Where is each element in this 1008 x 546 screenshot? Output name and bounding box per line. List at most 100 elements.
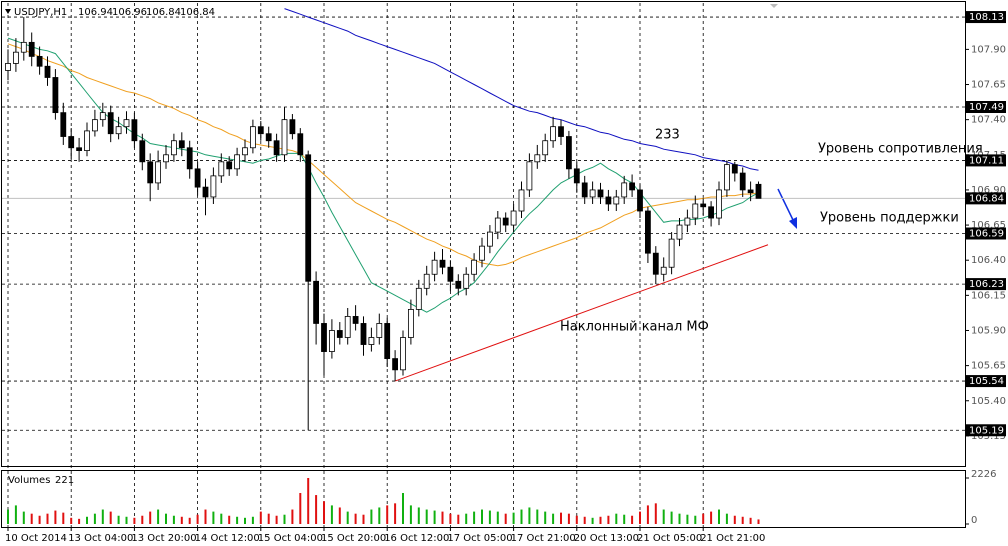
candle-body (423, 273, 430, 289)
level-label: 107.11 (969, 155, 1004, 166)
candle-body (186, 147, 193, 170)
candle-body (558, 126, 564, 137)
x-tick-label: 21 Oct 05:00 (637, 533, 702, 544)
candle-body (510, 210, 517, 226)
y-tick-label: 105.90 (971, 325, 1006, 336)
candle-body (542, 140, 549, 156)
level-label: 108.13 (969, 12, 1004, 23)
x-tick-label: 14 Oct 12:00 (195, 533, 260, 544)
volume-tick-label: 2226 (971, 469, 996, 480)
candle-body (747, 189, 754, 194)
header-close: 106.84 (180, 7, 215, 18)
candle-body (297, 133, 304, 156)
level-label: 106.23 (969, 279, 1004, 290)
candle-body (249, 126, 256, 149)
level-label-box (966, 192, 1006, 205)
candle-body (352, 316, 359, 324)
candle-body (328, 330, 335, 352)
arrow-shaft (777, 188, 795, 223)
candle-body (313, 280, 320, 324)
x-tick-label: 17 Oct 21:00 (511, 533, 576, 544)
candle-body (131, 119, 138, 142)
candle-body (226, 161, 233, 170)
y-tick-label: 107.65 (971, 80, 1006, 91)
candle-body (494, 217, 501, 233)
candle-body (281, 119, 288, 156)
candle-body (637, 189, 643, 212)
candle-body (724, 164, 730, 191)
candle-body (566, 136, 572, 170)
arrow-head (789, 217, 797, 229)
candle-body (708, 206, 714, 219)
candle-body (526, 161, 533, 191)
candle-body (123, 119, 130, 128)
candle-body (439, 259, 446, 268)
candle-body (676, 224, 683, 240)
level-label-box (966, 227, 1006, 240)
level-label-box (966, 424, 1006, 437)
level-label: 106.84 (969, 193, 1004, 204)
candle-body (739, 172, 746, 191)
candle-body (44, 65, 51, 78)
candle-body (273, 140, 280, 156)
candle-body (652, 252, 659, 275)
x-tick-label: 20 Oct 13:00 (574, 533, 639, 544)
ma-line (7, 43, 759, 267)
candle-body (605, 196, 612, 205)
candle-body (99, 112, 106, 121)
y-tick-label: 106.90 (971, 185, 1006, 196)
x-tick-label: 13 Oct 04:00 (68, 533, 133, 544)
candle-body (573, 168, 580, 184)
symbol-label: USDJPY,H1 (14, 7, 67, 18)
level-label: 106.59 (969, 229, 1004, 240)
candle-body (115, 126, 122, 135)
candle-body (170, 140, 177, 156)
candle-body (613, 196, 620, 205)
candle-body (242, 147, 248, 156)
level-label-box (966, 11, 1006, 24)
candle-body (684, 217, 691, 226)
candle-body (76, 147, 82, 151)
candle-body (731, 164, 738, 174)
candle-body (107, 112, 114, 135)
candle-body (12, 51, 19, 64)
candle-body (471, 259, 478, 275)
candle-body (344, 316, 351, 338)
candle-body (202, 186, 209, 198)
level-label-box (966, 375, 1006, 388)
candle-body (257, 126, 264, 135)
candle-body (321, 323, 327, 352)
x-tick-label: 16 Oct 12:00 (384, 533, 449, 544)
candle-body (668, 238, 675, 268)
header-high: 106.96 (112, 7, 147, 18)
level-label: 107.49 (969, 102, 1004, 113)
trend-line (394, 244, 769, 382)
x-tick-label: 21 Oct 21:00 (700, 533, 765, 544)
candle-body (629, 182, 635, 191)
candle-body (36, 56, 43, 67)
candle-body (400, 337, 406, 371)
candle-body (550, 126, 556, 142)
candle-body (660, 266, 667, 275)
candle-body (265, 133, 272, 142)
candle-body (534, 154, 541, 163)
main-panel-frame (1, 1, 966, 467)
candle-body (289, 119, 296, 135)
x-tick-label: 17 Oct 05:00 (447, 533, 512, 544)
candle-body (645, 210, 651, 254)
candle-body (716, 189, 722, 219)
candle-body (518, 189, 525, 212)
candle-body (447, 266, 454, 282)
annotation: Наклонный канал МФ (560, 320, 709, 335)
volume-tick-label: 0 (971, 515, 977, 526)
y-tick-label: 105.40 (971, 396, 1006, 407)
volume-last: 221 (55, 475, 74, 486)
candle-body (163, 154, 169, 163)
candle-body (455, 280, 462, 289)
candle-body (431, 259, 438, 275)
annotation: 233 (655, 128, 680, 143)
candle-body (407, 308, 414, 338)
